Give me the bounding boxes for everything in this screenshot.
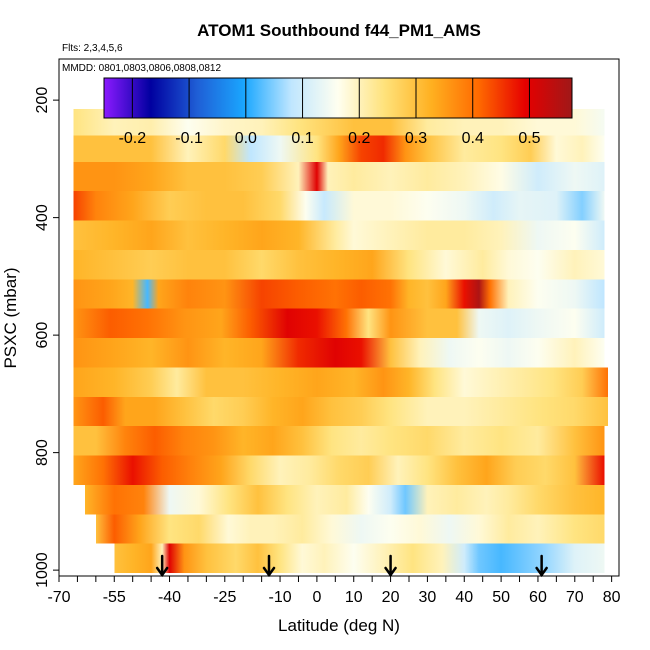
y-tick-label: 800: [34, 439, 51, 466]
x-axis: -70 -55 -40 -25 -10 0 10 20 30 40 50 60 70 80: [47, 576, 621, 606]
x-tick-label: 50: [492, 589, 510, 606]
x-tick-label: 60: [529, 589, 547, 606]
heatmap-layer: [73, 367, 608, 397]
colorbar-tick-label: 0.3: [405, 130, 427, 147]
colorbar-tick-label: 0.4: [462, 130, 484, 147]
x-tick-label: 80: [603, 589, 621, 606]
x-tick-label: 20: [382, 589, 400, 606]
x-tick-label: 0: [312, 589, 321, 606]
y-tick-label: 400: [34, 204, 51, 231]
heatmap-layer: [73, 426, 605, 456]
x-tick-label: -40: [158, 589, 181, 606]
heatmap-layer: [84, 484, 605, 515]
colorbar-tick-label: 0.1: [291, 130, 313, 147]
y-tick-label: 600: [34, 322, 51, 349]
dates-label: MMDD: 0801,0803,0806,0808,0812: [62, 63, 221, 74]
heatmap-layer: [73, 308, 605, 339]
x-tick-label: 30: [419, 589, 437, 606]
y-axis: 200 400 600 800 1000: [34, 87, 59, 588]
colorbar-tick-label: 0.2: [348, 130, 370, 147]
x-tick-label: 10: [345, 589, 363, 606]
latitude-arrow: [535, 554, 548, 578]
y-tick-label: 200: [34, 87, 51, 114]
x-tick-label: -25: [213, 589, 236, 606]
colorbar-tick-label: 0.0: [235, 130, 257, 147]
heatmap-layer: [73, 455, 605, 485]
plot-frame: [58, 58, 620, 577]
colorbar-tick-label: 0.5: [518, 130, 540, 147]
colorbar-tick-label: -0.1: [175, 130, 203, 147]
heatmap-layer: [73, 220, 605, 250]
heatmap-layer: [73, 338, 605, 368]
x-axis-title: Latitude (deg N): [278, 616, 400, 635]
x-tick-label: -55: [103, 589, 126, 606]
heatmap-layer: [73, 279, 605, 309]
heatmap-layer: [73, 191, 605, 221]
latitude-arrow: [262, 554, 276, 578]
x-tick-label: -10: [268, 589, 291, 606]
chart-title: ATOM1 Southbound f44_PM1_AMS: [197, 21, 481, 40]
colorbar: -0.2 -0.1 0.0 0.1 0.2 0.3 0.4 0.5: [103, 77, 573, 147]
heatmap-layer: [95, 514, 605, 544]
latitude-arrow: [155, 554, 169, 578]
latitude-arrows: [155, 554, 548, 578]
colorbar-bar: [103, 77, 573, 119]
heatmap-layer: [73, 135, 605, 162]
heatmap-layer: [73, 249, 605, 280]
latitude-arrow: [384, 554, 397, 578]
x-tick-label: -70: [47, 589, 70, 606]
y-tick-label: 1000: [34, 552, 51, 588]
x-tick-label: 40: [455, 589, 473, 606]
flights-label: Flts: 2,3,4,5,6: [62, 43, 123, 54]
heatmap-layer: [114, 543, 605, 574]
heatmap-layer: [73, 161, 605, 192]
x-tick-label: 70: [566, 589, 584, 606]
heatmap-layer: [73, 396, 608, 427]
colorbar-tick-label: -0.2: [119, 130, 147, 147]
y-axis-title: PSXC (mbar): [1, 267, 20, 368]
heatmap-layers: [73, 82, 608, 574]
